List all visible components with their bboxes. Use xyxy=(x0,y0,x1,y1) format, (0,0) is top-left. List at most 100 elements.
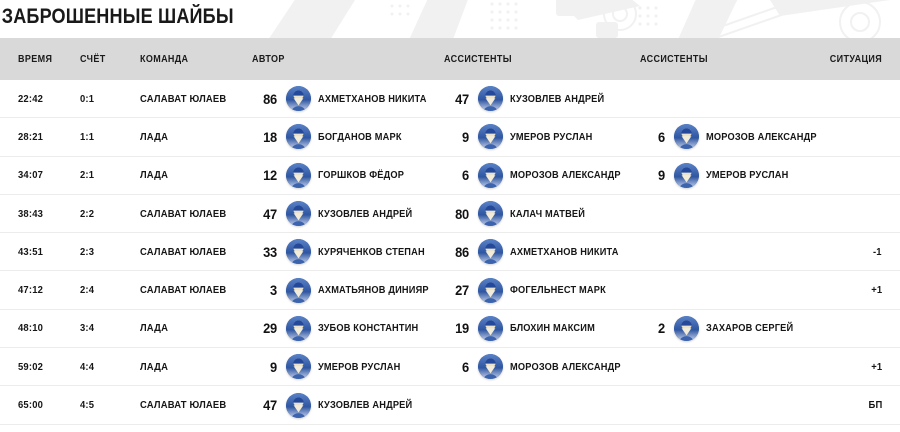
jersey-number: 6 xyxy=(658,128,665,145)
cell-assist-1[interactable]: 6 МОРОЗОВ АЛЕКСАНДР xyxy=(444,157,640,194)
player-name: ФОГЕЛЬНЕСТ МАРК xyxy=(510,284,606,297)
player-entry[interactable]: 86 АХМЕТХАНОВ НИКИТА xyxy=(252,80,441,117)
cell-assist-2[interactable]: 9 УМЕРОВ РУСЛАН xyxy=(640,157,836,194)
player-entry[interactable]: 86 АХМЕТХАНОВ НИКИТА xyxy=(444,233,633,270)
player-entry[interactable]: 9 УМЕРОВ РУСЛАН xyxy=(252,348,412,385)
cell-author[interactable]: 33 КУРЯЧЕНКОВ СТЕПАН xyxy=(252,233,440,270)
jersey-number: 9 xyxy=(658,167,665,184)
cell-score: 0:1 xyxy=(80,92,95,105)
cell-assist-1[interactable]: 86 АХМЕТХАНОВ НИКИТА xyxy=(444,233,640,270)
player-entry[interactable]: 12 ГОРШКОВ ФЁДОР xyxy=(252,157,416,194)
player-avatar xyxy=(478,354,503,380)
player-entry[interactable]: 3 АХМАТЬЯНОВ ДИНИЯР xyxy=(252,271,444,308)
player-entry[interactable]: 27 ФОГЕЛЬНЕСТ МАРК xyxy=(444,271,619,308)
cell-assist-1[interactable]: 19 БЛОХИН МАКСИМ xyxy=(444,310,640,347)
cell-team: САЛАВАТ ЮЛАЕВ xyxy=(140,92,227,105)
player-name: УМЕРОВ РУСЛАН xyxy=(510,130,593,143)
player-entry[interactable]: 47 КУЗОВЛЕВ АНДРЕЙ xyxy=(252,386,425,423)
player-name: ГОРШКОВ ФЁДОР xyxy=(318,169,405,182)
table-row[interactable]: 34:07 2:1 ЛАДА 12 ГОРШКОВ ФЁДОР 6 МОРОЗОВ АЛЕК… xyxy=(0,156,900,195)
player-name: ЗАХАРОВ СЕРГЕЙ xyxy=(706,322,794,335)
cell-assist-1[interactable]: 9 УМЕРОВ РУСЛАН xyxy=(444,118,640,155)
cell-time: 48:10 xyxy=(18,322,44,335)
player-avatar xyxy=(478,239,503,265)
cell-situation xyxy=(790,195,882,232)
player-name: БОГДАНОВ МАРК xyxy=(318,130,402,143)
player-avatar xyxy=(478,201,503,227)
player-entry[interactable]: 18 БОГДАНОВ МАРК xyxy=(252,118,413,155)
player-entry[interactable]: 9 УМЕРОВ РУСЛАН xyxy=(444,118,604,155)
player-entry[interactable]: 6 МОРОЗОВ АЛЕКСАНДР xyxy=(444,157,636,194)
cell-assist-1[interactable]: 27 ФОГЕЛЬНЕСТ МАРК xyxy=(444,271,640,308)
player-name: АХМЕТХАНОВ НИКИТА xyxy=(318,92,427,105)
cell-author[interactable]: 47 КУЗОВЛЕВ АНДРЕЙ xyxy=(252,195,440,232)
cell-situation: +1 xyxy=(870,284,882,297)
cell-time: 22:42 xyxy=(18,92,44,105)
table-row[interactable]: 28:21 1:1 ЛАДА 18 БОГДАНОВ МАРК 9 УМЕРОВ РУСЛА… xyxy=(0,118,900,157)
cell-assist-1[interactable]: 47 КУЗОВЛЕВ АНДРЕЙ xyxy=(444,80,640,117)
player-entry[interactable]: 2 ЗАХАРОВ СЕРГЕЙ xyxy=(640,310,805,347)
cell-assist-2[interactable]: 6 МОРОЗОВ АЛЕКСАНДР xyxy=(640,118,836,155)
jersey-number: 86 xyxy=(263,90,277,107)
cell-time: 47:12 xyxy=(18,284,44,297)
cell-author[interactable]: 47 КУЗОВЛЕВ АНДРЕЙ xyxy=(252,386,440,423)
cell-time: 43:51 xyxy=(18,245,44,258)
player-entry[interactable]: 19 БЛОХИН МАКСИМ xyxy=(444,310,607,347)
player-avatar-icon xyxy=(478,86,503,112)
cell-assist-1[interactable]: 80 КАЛАЧ МАТВЕЙ xyxy=(444,195,640,232)
player-entry[interactable]: 6 МОРОЗОВ АЛЕКСАНДР xyxy=(640,118,832,155)
player-avatar xyxy=(286,86,311,112)
table-row[interactable]: 59:02 4:4 ЛАДА 9 УМЕРОВ РУСЛАН 6 МОРОЗОВ АЛЕКС… xyxy=(0,348,900,387)
player-avatar-icon xyxy=(674,162,699,188)
jersey-number: 80 xyxy=(455,205,469,222)
table-row[interactable]: 48:10 3:4 ЛАДА 29 ЗУБОВ КОНСТАНТИН 19 БЛОХИН М… xyxy=(0,309,900,349)
cell-author[interactable]: 86 АХМЕТХАНОВ НИКИТА xyxy=(252,80,440,117)
table-row[interactable]: 22:42 0:1 САЛАВАТ ЮЛАЕВ 86 АХМЕТХАНОВ НИКИТА… xyxy=(0,80,900,119)
cell-team: ЛАДА xyxy=(140,322,169,335)
jersey-number: 33 xyxy=(263,243,277,260)
cell-team: САЛАВАТ ЮЛАЕВ xyxy=(140,207,227,220)
table-row[interactable]: 47:12 2:4 САЛАВАТ ЮЛАЕВ 3 АХМАТЬЯНОВ ДИНИЯР 2… xyxy=(0,271,900,310)
cell-score: 2:2 xyxy=(80,207,95,220)
player-avatar xyxy=(674,315,699,341)
player-entry[interactable]: 80 КАЛАЧ МАТВЕЙ xyxy=(444,195,595,232)
cell-author[interactable]: 3 АХМАТЬЯНОВ ДИНИЯР xyxy=(252,271,440,308)
player-entry[interactable]: 33 КУРЯЧЕНКОВ СТЕПАН xyxy=(252,233,439,270)
player-entry[interactable]: 29 ЗУБОВ КОНСТАНТИН xyxy=(252,310,432,347)
cell-team: ЛАДА xyxy=(140,169,169,182)
player-name: КУЗОВЛЕВ АНДРЕЙ xyxy=(318,207,413,220)
player-avatar-icon xyxy=(286,392,311,418)
player-avatar xyxy=(478,315,503,341)
cell-situation xyxy=(790,80,882,117)
player-avatar-icon xyxy=(478,162,503,188)
player-avatar xyxy=(286,354,311,380)
cell-situation xyxy=(790,118,882,155)
player-name: АХМАТЬЯНОВ ДИНИЯР xyxy=(318,284,429,297)
player-name: МОРОЗОВ АЛЕКСАНДР xyxy=(510,169,621,182)
player-avatar-icon xyxy=(286,86,311,112)
player-avatar xyxy=(674,162,699,188)
cell-assist-1[interactable]: 6 МОРОЗОВ АЛЕКСАНДР xyxy=(444,348,640,385)
table-row[interactable]: 38:43 2:2 САЛАВАТ ЮЛАЕВ 47 КУЗОВЛЕВ АНДРЕЙ 80… xyxy=(0,194,900,234)
player-name: КАЛАЧ МАТВЕЙ xyxy=(510,207,586,220)
player-avatar xyxy=(286,162,311,188)
player-entry[interactable]: 9 УМЕРОВ РУСЛАН xyxy=(640,157,800,194)
cell-author[interactable]: 12 ГОРШКОВ ФЁДОР xyxy=(252,157,440,194)
cell-time: 59:02 xyxy=(18,360,44,373)
player-entry[interactable]: 47 КУЗОВЛЕВ АНДРЕЙ xyxy=(444,80,617,117)
player-avatar-icon xyxy=(286,124,311,150)
cell-score: 4:5 xyxy=(80,399,95,412)
cell-assist-2[interactable]: 2 ЗАХАРОВ СЕРГЕЙ xyxy=(640,310,836,347)
table-row[interactable]: 65:00 4:5 САЛАВАТ ЮЛАЕВ 47 КУЗОВЛЕВ АНДРЕЙ БП xyxy=(0,386,900,425)
cell-time: 28:21 xyxy=(18,130,44,143)
table-row[interactable]: 43:51 2:3 САЛАВАТ ЮЛАЕВ 33 КУРЯЧЕНКОВ СТЕПАН… xyxy=(0,233,900,272)
cell-score: 4:4 xyxy=(80,360,95,373)
jersey-number: 86 xyxy=(455,243,469,260)
cell-time: 38:43 xyxy=(18,207,44,220)
cell-author[interactable]: 18 БОГДАНОВ МАРК xyxy=(252,118,440,155)
player-entry[interactable]: 47 КУЗОВЛЕВ АНДРЕЙ xyxy=(252,195,425,232)
player-entry[interactable]: 6 МОРОЗОВ АЛЕКСАНДР xyxy=(444,348,636,385)
cell-author[interactable]: 9 УМЕРОВ РУСЛАН xyxy=(252,348,440,385)
cell-score: 1:1 xyxy=(80,130,95,143)
cell-author[interactable]: 29 ЗУБОВ КОНСТАНТИН xyxy=(252,310,440,347)
